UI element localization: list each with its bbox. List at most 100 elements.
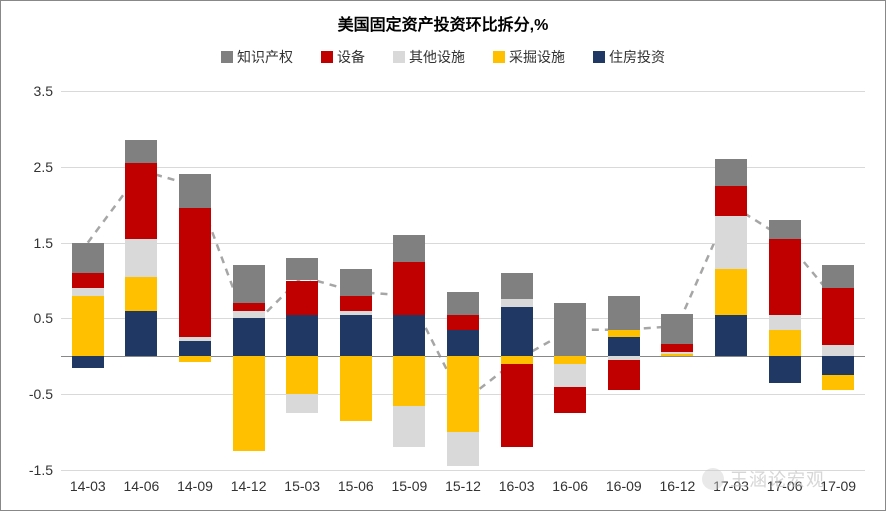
bar-segment xyxy=(769,356,801,383)
bar-segment xyxy=(233,311,265,319)
bar-group xyxy=(447,91,479,470)
bar-segment xyxy=(233,318,265,356)
bar-segment xyxy=(125,140,157,163)
x-tick-label: 15-09 xyxy=(391,478,427,494)
chart-title: 美国固定资产投资环比拆分,% xyxy=(1,1,885,35)
x-tick-label: 14-06 xyxy=(123,478,159,494)
bar-segment xyxy=(661,354,693,356)
bar-segment xyxy=(72,296,104,357)
chart-container: 美国固定资产投资环比拆分,% 知识产权设备其他设施采掘设施住房投资 -1.5-0… xyxy=(0,0,886,511)
bar-segment xyxy=(501,299,533,307)
bar-segment xyxy=(393,235,425,262)
x-tick-label: 16-06 xyxy=(552,478,588,494)
y-tick-label: 0.5 xyxy=(21,310,53,326)
bar-segment xyxy=(715,186,747,216)
bar-segment xyxy=(72,356,104,367)
legend-item: 设备 xyxy=(321,47,365,67)
bar-segment xyxy=(393,315,425,357)
bar-segment xyxy=(340,296,372,311)
bar-segment xyxy=(125,163,157,239)
bar-segment xyxy=(340,269,372,296)
bar-group xyxy=(179,91,211,470)
legend-item: 采掘设施 xyxy=(493,47,565,67)
bar-segment xyxy=(608,330,640,338)
bar-segment xyxy=(661,352,693,354)
bar-segment xyxy=(179,208,211,337)
legend-label: 采掘设施 xyxy=(509,47,565,67)
bar-segment xyxy=(661,344,693,352)
bar-group xyxy=(822,91,854,470)
bar-segment xyxy=(554,303,586,356)
bar-group xyxy=(501,91,533,470)
bar-segment xyxy=(822,345,854,356)
y-tick-label: 2.5 xyxy=(21,159,53,175)
y-tick-label: -1.5 xyxy=(21,462,53,478)
legend-swatch xyxy=(321,51,333,63)
bar-segment xyxy=(340,315,372,357)
bar-segment xyxy=(501,273,533,300)
bar-segment xyxy=(340,311,372,315)
bar-segment xyxy=(125,311,157,356)
bar-segment xyxy=(447,292,479,315)
x-tick-label: 15-12 xyxy=(445,478,481,494)
bar-group xyxy=(661,91,693,470)
bar-segment xyxy=(179,356,211,362)
x-tick-label: 14-09 xyxy=(177,478,213,494)
bar-segment xyxy=(286,315,318,357)
bar-segment xyxy=(72,243,104,273)
bar-group xyxy=(393,91,425,470)
bar-segment xyxy=(179,174,211,208)
bar-segment xyxy=(769,220,801,239)
x-tick-label: 14-03 xyxy=(70,478,106,494)
bar-segment xyxy=(501,356,533,364)
bar-segment xyxy=(233,356,265,451)
bar-segment xyxy=(72,273,104,288)
x-tick-label: 17-09 xyxy=(820,478,856,494)
bar-segment xyxy=(608,296,640,330)
legend-swatch xyxy=(493,51,505,63)
bar-segment xyxy=(501,307,533,356)
y-tick-label: 3.5 xyxy=(21,83,53,99)
bar-segment xyxy=(447,315,479,330)
legend-label: 知识产权 xyxy=(237,47,293,67)
bar-segment xyxy=(286,258,318,281)
bar-segment xyxy=(125,239,157,277)
x-tick-label: 15-06 xyxy=(338,478,374,494)
y-tick-label: -0.5 xyxy=(21,386,53,402)
bar-segment xyxy=(608,360,640,390)
x-tick-label: 16-12 xyxy=(659,478,695,494)
bar-segment xyxy=(447,356,479,432)
bar-segment xyxy=(822,375,854,390)
bar-segment xyxy=(286,281,318,315)
bar-segment xyxy=(393,356,425,405)
bar-group xyxy=(72,91,104,470)
bar-segment xyxy=(715,269,747,314)
legend-swatch xyxy=(221,51,233,63)
bar-group xyxy=(340,91,372,470)
bar-segment xyxy=(393,406,425,448)
bar-segment xyxy=(233,303,265,311)
bar-group xyxy=(715,91,747,470)
bar-segment xyxy=(661,314,693,344)
legend-label: 其他设施 xyxy=(409,47,465,67)
bar-segment xyxy=(769,330,801,357)
x-tick-label: 16-09 xyxy=(606,478,642,494)
bar-segment xyxy=(554,356,586,364)
legend-swatch xyxy=(393,51,405,63)
plot-area: -1.5-0.50.51.52.53.514-0314-0614-0914-12… xyxy=(61,91,865,470)
bar-segment xyxy=(179,337,211,341)
bar-group xyxy=(286,91,318,470)
bar-group xyxy=(769,91,801,470)
watermark-text: 王涵论宏观 xyxy=(730,466,825,492)
bar-segment xyxy=(715,216,747,269)
legend-item: 知识产权 xyxy=(221,47,293,67)
bar-segment xyxy=(286,356,318,394)
bar-segment xyxy=(179,341,211,356)
bar-segment xyxy=(233,265,265,303)
legend-label: 设备 xyxy=(337,47,365,67)
bar-segment xyxy=(769,239,801,315)
legend-swatch xyxy=(593,51,605,63)
bar-segment xyxy=(340,356,372,420)
legend-item: 其他设施 xyxy=(393,47,465,67)
bar-segment xyxy=(715,315,747,357)
